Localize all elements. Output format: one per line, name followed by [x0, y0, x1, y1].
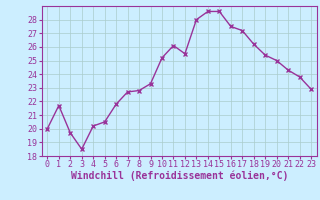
X-axis label: Windchill (Refroidissement éolien,°C): Windchill (Refroidissement éolien,°C) — [70, 171, 288, 181]
